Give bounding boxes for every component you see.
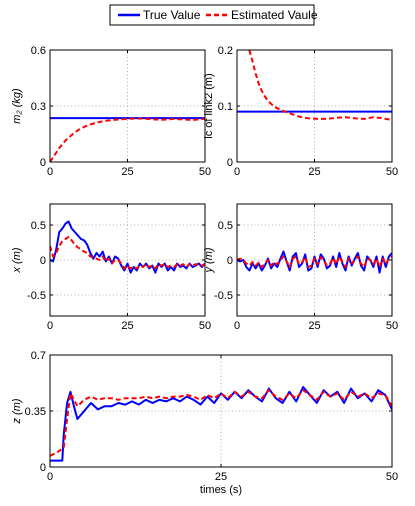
subplot-m2: 0 25 50 0 0.3 0.6 m₂ (kg) bbox=[11, 45, 211, 178]
y-tick-label: 0 bbox=[227, 255, 233, 267]
y-axis-label: z (m) bbox=[11, 398, 23, 424]
y-tick-label: 0.1 bbox=[218, 101, 233, 113]
series-line-estimated bbox=[50, 389, 392, 457]
y-tick-label: 0 bbox=[40, 462, 46, 474]
legend-box bbox=[109, 4, 315, 26]
subplot-lc: 0 25 50 0 0.1 0.2 lc of link2 (m) bbox=[203, 45, 398, 178]
y-tick-label: -0.5 bbox=[27, 290, 46, 302]
series-line-estimated bbox=[237, 255, 392, 268]
y-tick-label: 0.35 bbox=[25, 406, 46, 418]
x-tick-label: 25 bbox=[121, 166, 133, 178]
x-tick-label: 25 bbox=[215, 471, 227, 483]
y-tick-label: 0.7 bbox=[31, 350, 46, 362]
y-tick-label: 0.5 bbox=[31, 220, 46, 232]
x-tick-label: 25 bbox=[308, 320, 320, 332]
x-tick-label: 0 bbox=[47, 320, 53, 332]
y-axis-label: m₂ (kg) bbox=[11, 88, 23, 124]
y-axis-label: x (m) bbox=[11, 247, 23, 273]
y-tick-label: 0.5 bbox=[218, 220, 233, 232]
subplot-z: 0 25 50 0 0.35 0.7 z (m) times (s) bbox=[11, 350, 398, 496]
x-tick-label: 25 bbox=[121, 320, 133, 332]
legend: True Value Estimated Vaule bbox=[109, 4, 318, 26]
x-tick-label: 0 bbox=[47, 166, 53, 178]
plots: 0 25 50 0 0.3 0.6 m₂ (kg) 0 25 50 0 0.1 0.2 lc of lin… bbox=[11, 45, 398, 496]
x-tick-label: 0 bbox=[234, 320, 240, 332]
x-tick-label: 50 bbox=[199, 166, 211, 178]
x-axis-label: times (s) bbox=[200, 484, 242, 496]
y-tick-label: -0.5 bbox=[214, 290, 233, 302]
series-line-true bbox=[50, 386, 392, 462]
series-line-true bbox=[237, 250, 392, 274]
x-tick-label: 50 bbox=[386, 471, 398, 483]
x-tick-label: 50 bbox=[386, 166, 398, 178]
subplot-x: 0 25 50 -0.5 0 0.5 x (m) bbox=[11, 203, 211, 332]
y-tick-label: 0 bbox=[40, 157, 46, 169]
y-tick-label: 0.3 bbox=[31, 101, 46, 113]
legend-est-label: Estimated Vaule bbox=[231, 8, 318, 22]
x-tick-label: 0 bbox=[234, 166, 240, 178]
legend-true-label: True Value bbox=[143, 8, 201, 22]
y-axis-label: y (m) bbox=[203, 247, 215, 273]
y-tick-label: 0.6 bbox=[31, 45, 46, 57]
y-tick-label: 0.2 bbox=[218, 45, 233, 57]
y-axis-label: lc of link2 (m) bbox=[203, 73, 215, 138]
x-tick-label: 25 bbox=[308, 166, 320, 178]
x-tick-label: 0 bbox=[47, 471, 53, 483]
y-tick-label: 0 bbox=[227, 157, 233, 169]
series-line-true bbox=[50, 220, 205, 274]
x-tick-label: 50 bbox=[199, 320, 211, 332]
subplot-y: 0 25 50 -0.5 0 0.5 y (m) bbox=[203, 203, 398, 332]
y-tick-label: 0 bbox=[40, 255, 46, 267]
x-tick-label: 50 bbox=[386, 320, 398, 332]
